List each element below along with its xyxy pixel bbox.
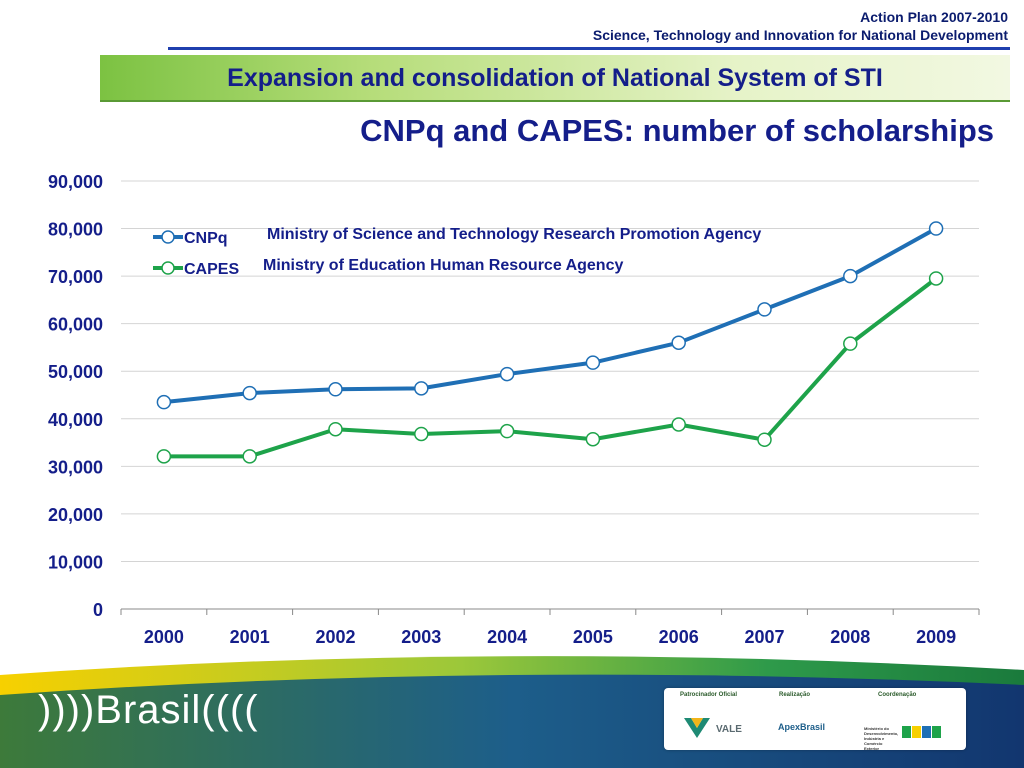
legend-marker-capes bbox=[161, 261, 175, 275]
y-tick-label: 10,000 bbox=[48, 552, 103, 572]
brasil-govt-logo-icon bbox=[902, 726, 941, 738]
data-point-cnpq bbox=[585, 355, 601, 370]
data-point-capes bbox=[585, 431, 601, 447]
y-tick-label: 50,000 bbox=[48, 362, 103, 382]
data-point-cnpq bbox=[242, 385, 257, 401]
sponsor-name: VALE bbox=[716, 724, 742, 735]
legend-description-cnpq: Ministry of Science and Technology Resea… bbox=[267, 226, 761, 243]
header-line-2: Science, Technology and Innovation for N… bbox=[592, 27, 1008, 43]
y-tick-label: 60,000 bbox=[48, 315, 103, 335]
sponsor-label: Patrocinador Oficial bbox=[680, 692, 738, 698]
legend-marker-cnpq bbox=[161, 230, 175, 244]
x-tick-label: 2004 bbox=[487, 627, 527, 647]
data-point-capes bbox=[156, 449, 172, 464]
realization-name: ApexBrasil bbox=[778, 722, 826, 732]
coordination-label: Coordenação bbox=[878, 692, 917, 698]
realization-label: Realização bbox=[779, 692, 811, 698]
y-tick-label: 90,000 bbox=[48, 172, 103, 192]
data-point-capes bbox=[242, 449, 257, 464]
y-tick-label: 20,000 bbox=[48, 505, 103, 525]
banner-title: Expansion and consolidation of National … bbox=[227, 64, 883, 92]
brasil-logo: ))))Brasil(((( bbox=[38, 688, 259, 732]
data-point-cnpq bbox=[843, 268, 858, 284]
series-line-cnpq bbox=[163, 226, 938, 405]
y-tick-label: 0 bbox=[93, 600, 103, 620]
line-chart: 0 10,000 20,000 30,000 40,000 50,000 60,000 70,… bbox=[48, 172, 980, 647]
data-point-capes bbox=[499, 423, 515, 439]
x-tick-label: 2002 bbox=[315, 627, 355, 647]
y-tick-label: 70,000 bbox=[48, 267, 103, 287]
data-point-cnpq bbox=[414, 381, 429, 396]
x-tick-label: 2000 bbox=[144, 627, 184, 647]
legend-description-capes: Ministry of Education Human Resource Age… bbox=[263, 257, 623, 274]
data-point-cnpq bbox=[328, 382, 343, 397]
x-tick-label: 2006 bbox=[659, 627, 699, 647]
x-tick-label: 2009 bbox=[916, 627, 956, 647]
data-point-cnpq bbox=[928, 221, 944, 236]
vale-logo-icon bbox=[684, 718, 710, 738]
section-banner: Expansion and consolidation of National … bbox=[100, 55, 1010, 102]
header-divider bbox=[168, 47, 1010, 50]
coordination-name: Ministério do Desenvolvimento, Indústria… bbox=[864, 726, 899, 751]
y-tick-label: 40,000 bbox=[48, 410, 103, 430]
data-point-cnpq bbox=[156, 394, 172, 410]
x-tick-label: 2001 bbox=[230, 627, 270, 647]
y-tick-label: 80,000 bbox=[48, 220, 103, 240]
data-point-cnpq bbox=[499, 366, 515, 382]
x-tick-label: 2007 bbox=[744, 627, 784, 647]
series-line-capes bbox=[163, 276, 938, 459]
legend-label-capes: CAPES bbox=[184, 261, 239, 278]
data-point-cnpq bbox=[671, 335, 686, 350]
data-point-capes bbox=[414, 426, 429, 442]
data-point-capes bbox=[757, 432, 772, 447]
data-point-capes bbox=[928, 271, 944, 286]
x-tick-label: 2005 bbox=[573, 627, 613, 647]
sponsor-box: Patrocinador Oficial Realização Coordena… bbox=[664, 688, 966, 751]
data-point-capes bbox=[328, 421, 343, 437]
header-line-1: Action Plan 2007-2010 bbox=[860, 9, 1008, 25]
y-tick-label: 30,000 bbox=[48, 457, 103, 477]
data-point-capes bbox=[843, 336, 858, 351]
legend-label-cnpq: CNPq bbox=[184, 230, 228, 247]
header-text: Action Plan 2007-2010 Science, Technolog… bbox=[593, 8, 1008, 44]
data-point-cnpq bbox=[757, 302, 772, 317]
data-point-capes bbox=[671, 417, 686, 432]
x-tick-label: 2008 bbox=[830, 627, 870, 647]
chart-title: CNPq and CAPES: number of scholarships bbox=[360, 113, 994, 148]
x-tick-label: 2003 bbox=[401, 627, 441, 647]
